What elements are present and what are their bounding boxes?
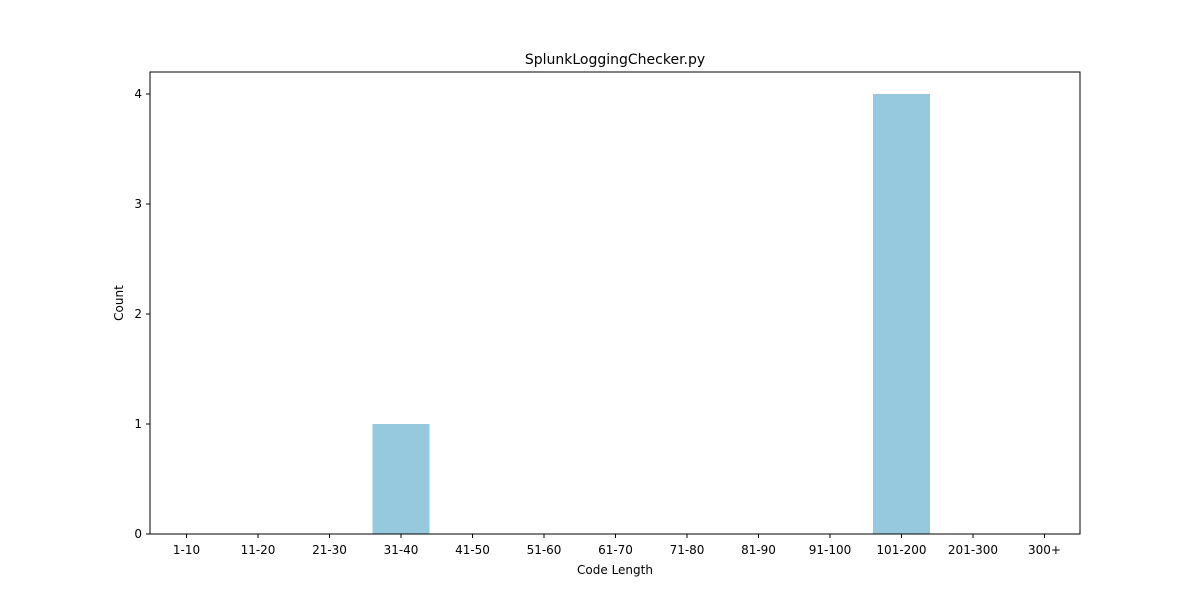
x-tick-label: 31-40 — [384, 543, 419, 557]
y-axis-ticks: 0 1 2 3 4 — [134, 87, 150, 541]
bar-101-200 — [873, 94, 930, 534]
y-axis-label: Count — [112, 285, 126, 321]
bars-group — [372, 94, 930, 534]
x-axis-label: Code Length — [577, 563, 653, 577]
x-tick-label: 300+ — [1028, 543, 1061, 557]
x-tick-label: 81-90 — [741, 543, 776, 557]
x-tick-label: 201-300 — [948, 543, 998, 557]
y-tick-label: 3 — [134, 197, 142, 211]
x-tick-label: 21-30 — [312, 543, 347, 557]
bar-31-40 — [372, 424, 430, 534]
y-tick-label: 2 — [134, 307, 142, 321]
x-tick-label: 41-50 — [455, 543, 490, 557]
x-axis-ticks: 1-10 11-20 21-30 31-40 41-50 51-60 61-70 71-80 8… — [173, 534, 1061, 557]
x-tick-label: 11-20 — [241, 543, 276, 557]
x-tick-label: 1-10 — [173, 543, 200, 557]
x-tick-label: 71-80 — [670, 543, 705, 557]
chart-title: SplunkLoggingChecker.py — [525, 52, 705, 68]
x-tick-label: 51-60 — [527, 543, 562, 557]
y-tick-label: 4 — [134, 87, 142, 101]
y-tick-label: 0 — [134, 527, 142, 541]
x-tick-label: 61-70 — [598, 543, 633, 557]
plot-frame — [149, 71, 1081, 535]
y-tick-label: 1 — [134, 417, 142, 431]
x-tick-label: 101-200 — [876, 543, 926, 557]
x-tick-label: 91-100 — [809, 543, 852, 557]
